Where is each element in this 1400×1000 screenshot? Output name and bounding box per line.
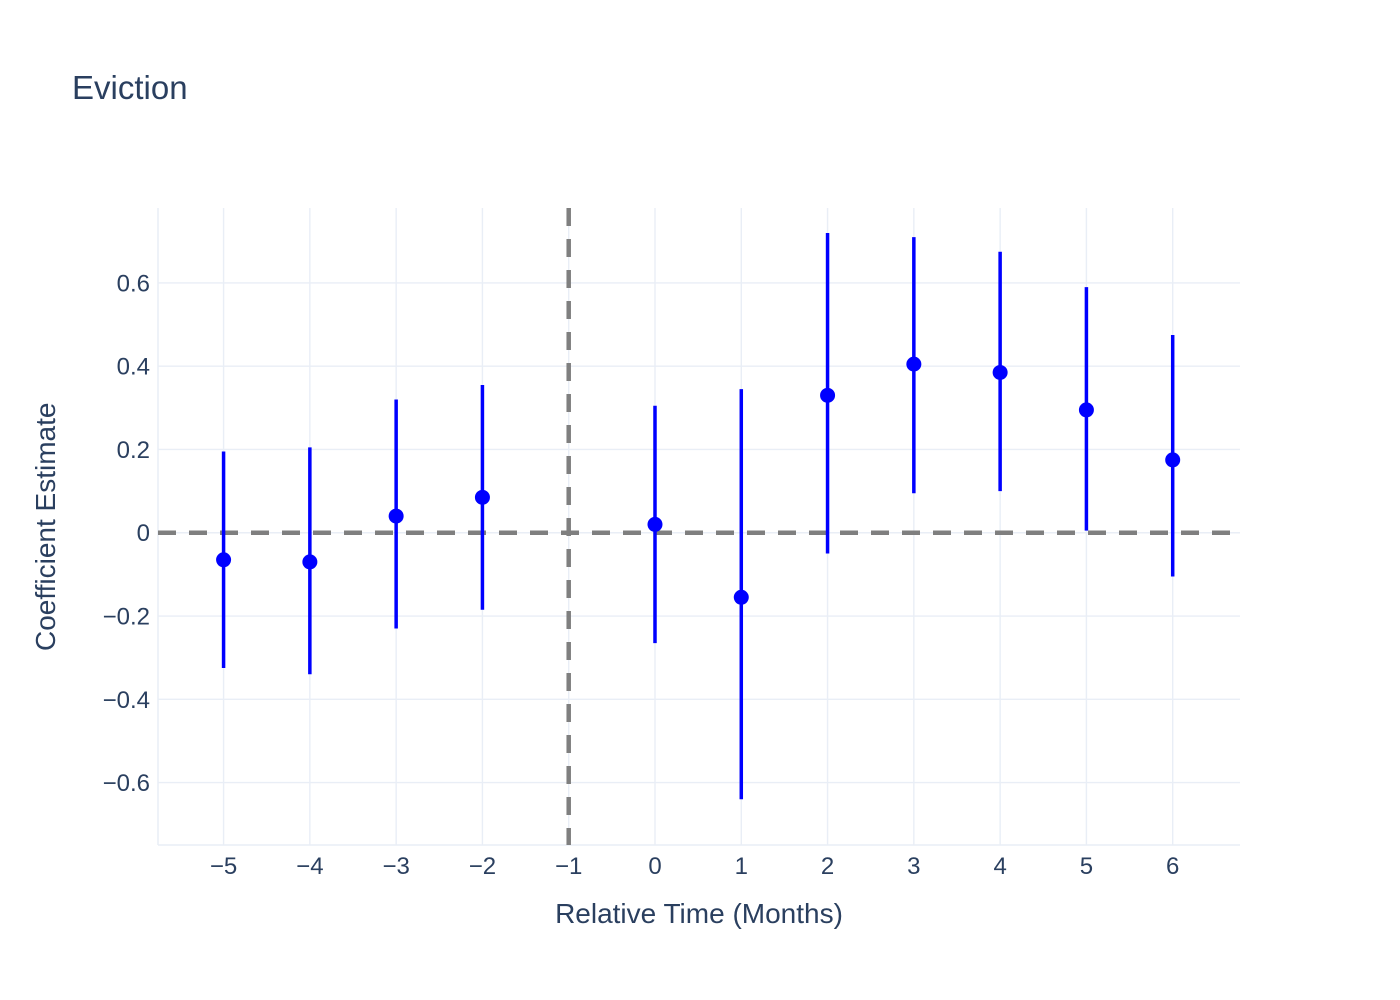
data-point (216, 552, 232, 568)
y-tick-label: −0.4 (103, 687, 150, 714)
x-tick-label: 5 (1080, 853, 1093, 880)
chart-title: Eviction (72, 69, 188, 106)
y-tick-label: 0.6 (117, 270, 150, 297)
data-point (302, 554, 318, 570)
x-tick-label: 0 (648, 853, 661, 880)
x-tick-label: 4 (993, 853, 1006, 880)
y-axis-title: Coefficient Estimate (30, 402, 61, 651)
data-point (733, 589, 749, 605)
x-tick-label: −1 (555, 853, 582, 880)
data-point (992, 364, 1008, 380)
x-tick-label: −3 (382, 853, 409, 880)
y-tick-label: 0 (137, 520, 150, 547)
x-tick-label: −5 (210, 853, 237, 880)
y-tick-label: 0.4 (117, 354, 150, 381)
data-point (906, 356, 922, 372)
x-tick-label: 3 (907, 853, 920, 880)
x-tick-label: 6 (1166, 853, 1179, 880)
x-tick-label: −4 (296, 853, 323, 880)
x-axis-title: Relative Time (Months) (555, 898, 843, 929)
y-tick-label: −0.6 (103, 770, 150, 797)
data-point (820, 387, 836, 403)
x-tick-label: −2 (469, 853, 496, 880)
data-point (647, 516, 663, 532)
y-tick-label: 0.2 (117, 437, 150, 464)
x-tick-label: 1 (735, 853, 748, 880)
y-tick-label: −0.2 (103, 604, 150, 631)
x-tick-label: 2 (821, 853, 834, 880)
data-point (1165, 452, 1181, 468)
data-point (1078, 402, 1094, 418)
data-point (474, 489, 490, 505)
data-point (388, 508, 404, 524)
